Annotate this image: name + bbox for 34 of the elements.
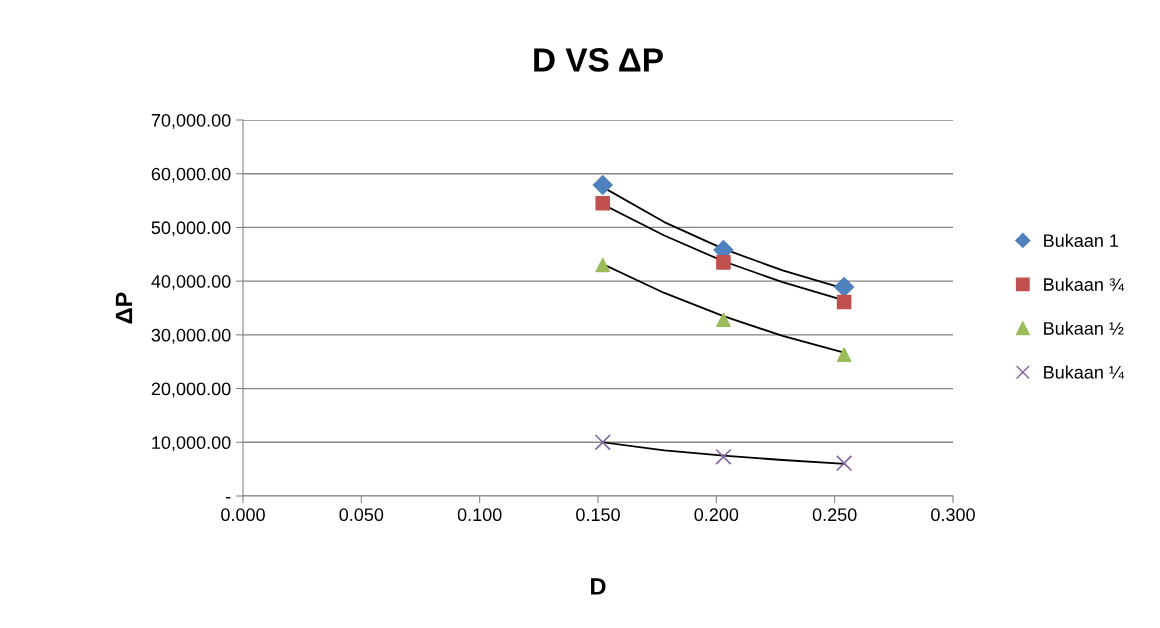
y-tick-label: 70,000.00 [151, 113, 231, 129]
point [716, 312, 731, 328]
x-tick-label: 0.200 [694, 508, 739, 522]
point [594, 434, 611, 451]
point [836, 294, 852, 310]
legend-label: Bukaan 1 [1044, 233, 1119, 247]
y-tick-label: 30,000.00 [151, 328, 231, 344]
point [595, 257, 611, 273]
line-series [601, 441, 846, 465]
x-axis-title: D [591, 578, 606, 595]
point [834, 277, 855, 298]
point [716, 255, 731, 270]
x-tick-label: 0.000 [221, 508, 265, 522]
x-tick-label: 0.050 [339, 508, 384, 522]
point [592, 174, 613, 196]
point [836, 347, 852, 363]
y-tick-label: - [225, 497, 231, 499]
point [595, 195, 611, 211]
legend-label: Bukaan ¾ [1044, 277, 1125, 291]
point [715, 448, 732, 465]
y-tick-label: 20,000.00 [151, 382, 231, 398]
point [836, 455, 853, 472]
y-tick-label: 40,000.00 [151, 275, 231, 290]
y-tick-label: 50,000.00 [151, 221, 231, 237]
legend-label: Bukaan ½ [1044, 321, 1124, 335]
y-axis-title: ΔP [115, 292, 133, 324]
x-tick-label: 0.100 [457, 508, 502, 522]
x-tick-label: 0.150 [576, 508, 620, 522]
y-tick-label: 60,000.00 [151, 167, 231, 183]
x-tick-label: 0.300 [931, 508, 975, 522]
legend-label: Bukaan ¼ [1044, 365, 1125, 379]
chart-title: D VS ΔP [534, 48, 663, 72]
y-tick-label: 10,000.00 [152, 436, 231, 452]
x-tick-label: 0.250 [812, 508, 857, 522]
